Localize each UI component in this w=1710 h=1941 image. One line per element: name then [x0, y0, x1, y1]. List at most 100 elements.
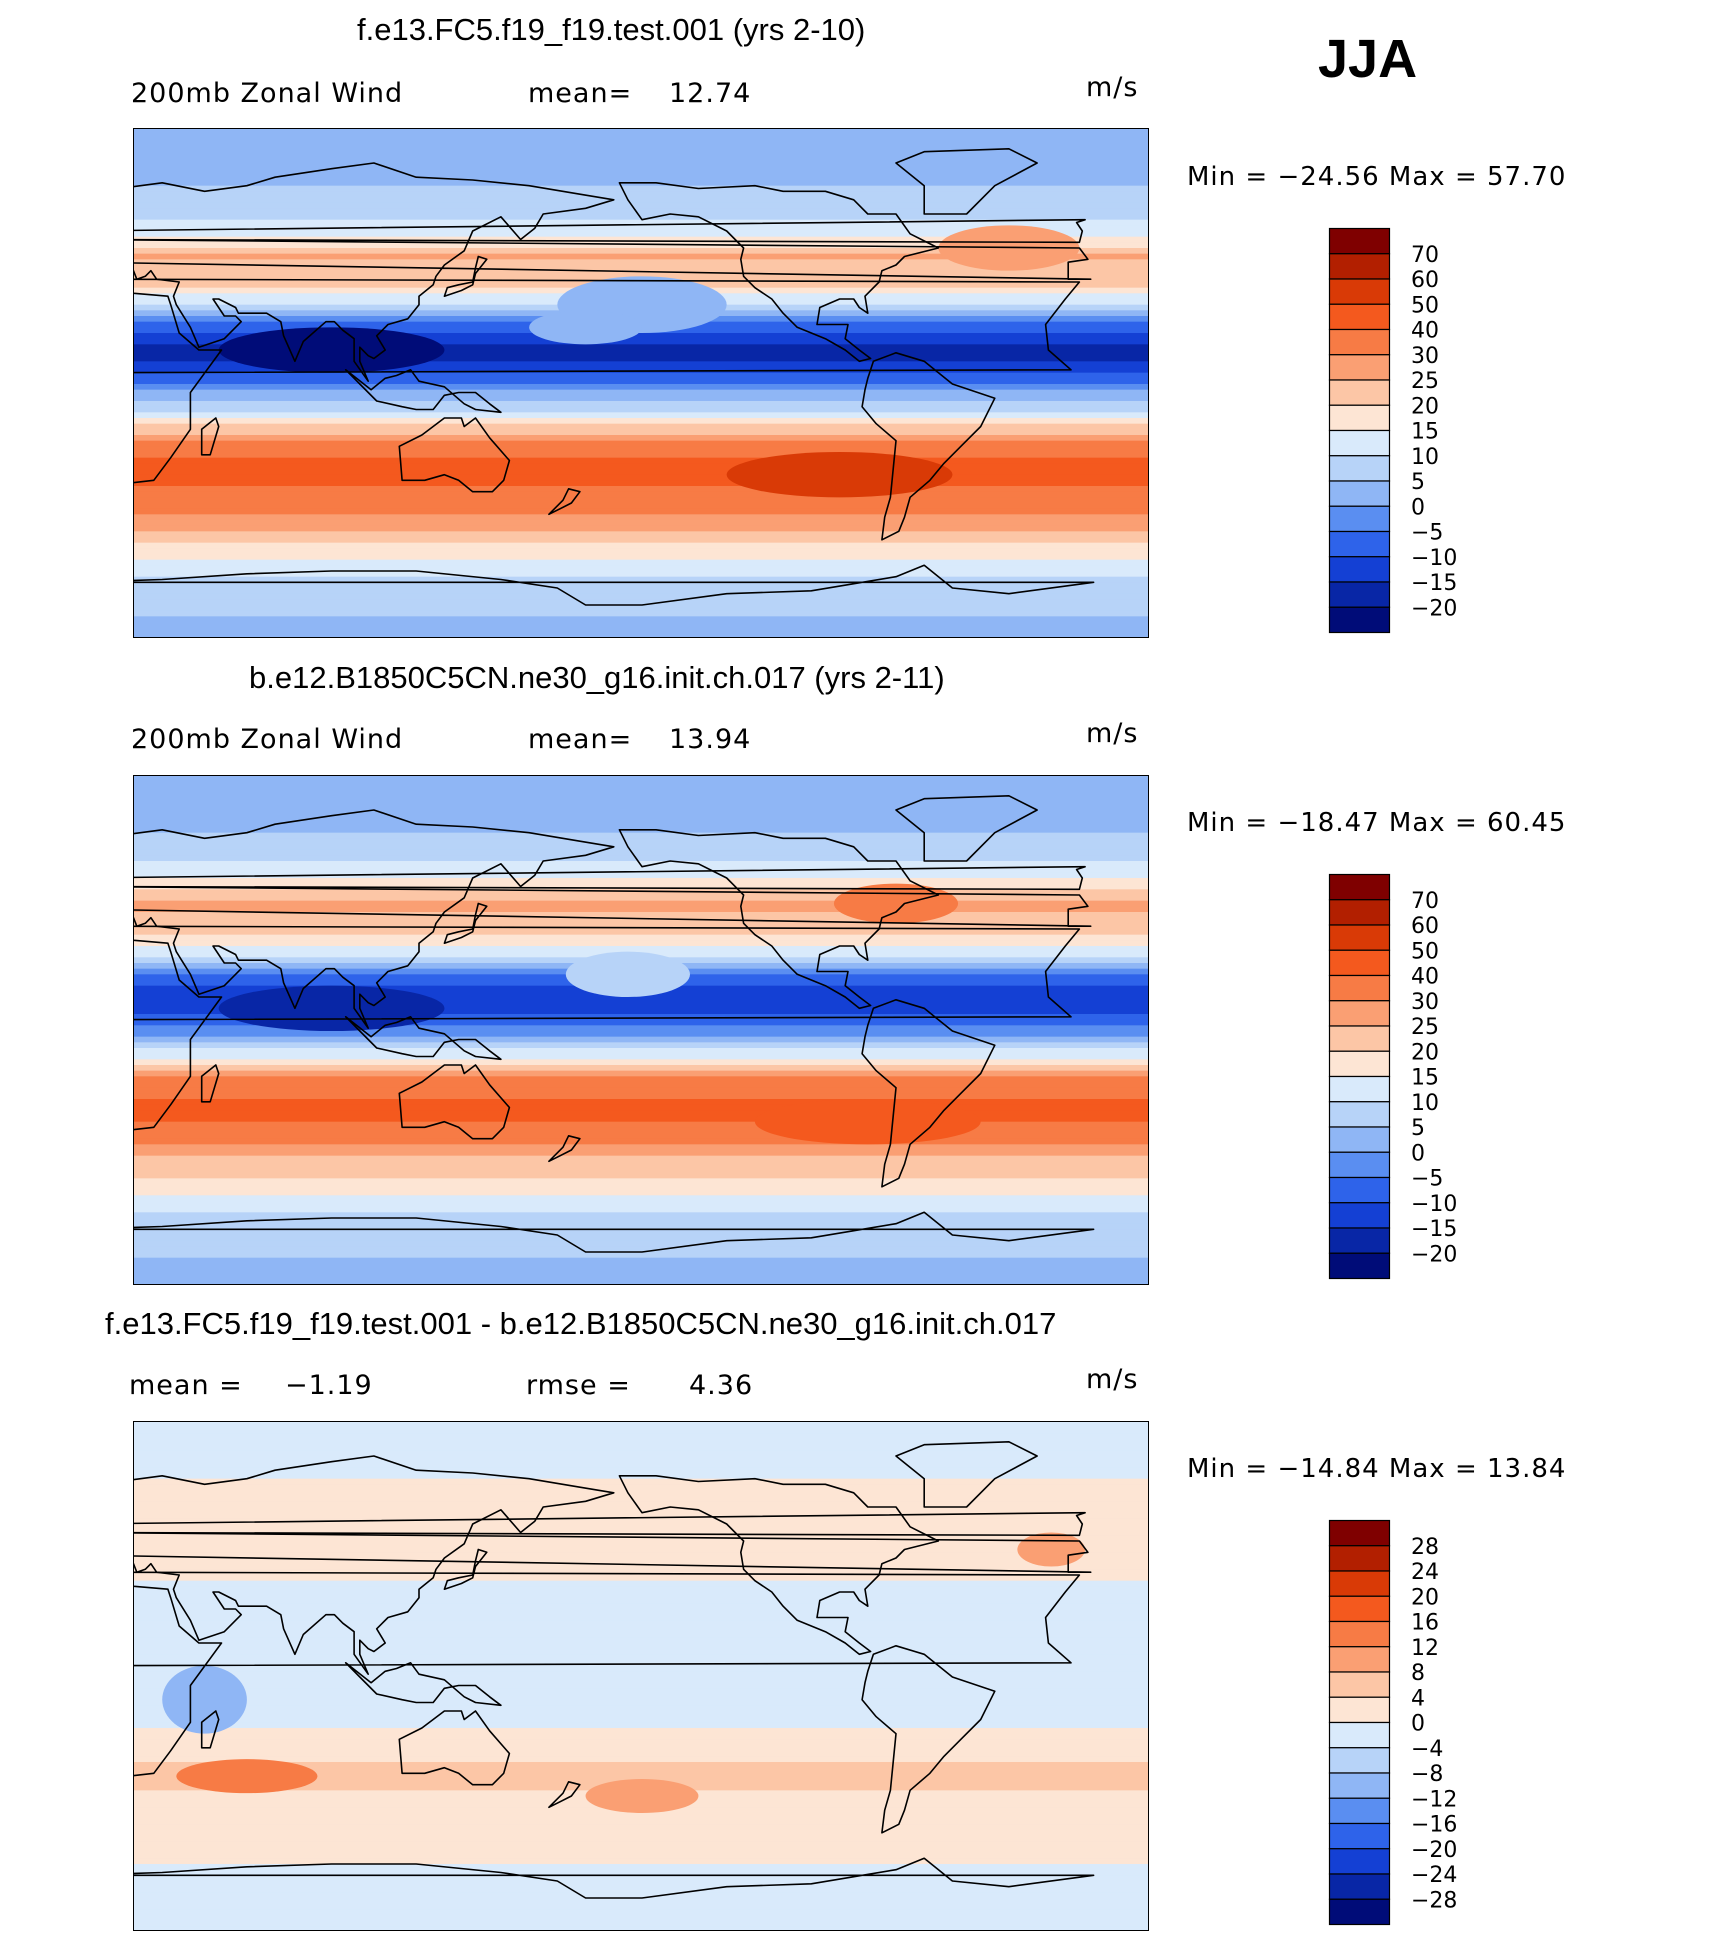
contour-band	[134, 1444, 1148, 1451]
contour-band	[134, 1031, 1148, 1038]
contour-band	[134, 423, 1148, 430]
contour-band	[134, 1512, 1148, 1519]
contour-band	[134, 1847, 1148, 1854]
panel-1-map-svg	[134, 129, 1148, 637]
coastline-nz	[548, 1134, 581, 1163]
contour-band	[134, 531, 1148, 538]
contour-band	[134, 1093, 1148, 1100]
contour-band	[134, 1110, 1148, 1117]
colorbar-label: 5	[1411, 470, 1425, 495]
coastline-africa	[134, 278, 1081, 484]
contour-blob	[565, 951, 690, 997]
contour-band	[134, 1637, 1148, 1644]
contour-band	[134, 610, 1148, 617]
contour-band	[134, 1144, 1148, 1151]
contour-band	[134, 1903, 1148, 1910]
coastline-antarctica	[134, 1857, 1095, 1899]
contour-band	[134, 236, 1148, 243]
colorbar-swatch	[1328, 1202, 1391, 1229]
colorbar-swatch	[1328, 278, 1391, 305]
coastline-uk	[134, 218, 1086, 244]
colorbar-swatch	[1328, 480, 1391, 507]
contour-blob	[162, 1665, 247, 1734]
contour-band	[134, 599, 1148, 606]
colorbar-label: −4	[1411, 1737, 1443, 1762]
contour-band	[134, 1694, 1148, 1701]
contour-band	[134, 174, 1148, 181]
colorbar-swatch	[1328, 1252, 1391, 1280]
contour-band	[134, 627, 1148, 634]
colorbar-swatch	[1328, 253, 1391, 280]
panel-1-colorbar: 70 60 50 40 30 25 20 15 10 5 0 −5 −10 −15 −20	[1328, 227, 1457, 634]
colorbar-swatch	[1328, 581, 1391, 608]
colorbar-label: 50	[1411, 939, 1439, 964]
colorbar-swatch	[1328, 899, 1391, 926]
contour-band	[134, 1150, 1148, 1157]
coastline-uk	[134, 1511, 1086, 1537]
colorbar-swatch	[1328, 1721, 1391, 1749]
colorbar-swatch	[1328, 1519, 1391, 1547]
colorbar-label: 28	[1411, 1535, 1439, 1560]
contour-band	[134, 503, 1148, 510]
contour-band	[134, 1184, 1148, 1191]
contour-band	[134, 1739, 1148, 1746]
colorbar-label: 20	[1411, 394, 1439, 419]
colorbar-label: 15	[1411, 1066, 1439, 1091]
panel-2-variable: 200mb Zonal Wind	[131, 724, 404, 755]
contour-band	[134, 900, 1148, 907]
contour-band	[134, 923, 1148, 930]
contour-band	[134, 1824, 1148, 1831]
contour-band	[134, 1620, 1148, 1627]
contour-band	[134, 1201, 1148, 1208]
contour-band	[134, 344, 1148, 351]
colorbar-label: 30	[1411, 344, 1439, 369]
contour-band	[134, 815, 1148, 822]
colorbar-label: −12	[1411, 1787, 1457, 1812]
contour-band	[134, 520, 1148, 527]
colorbar-swatch	[1328, 1747, 1391, 1774]
coastline-eurasia	[134, 162, 1092, 382]
panel-2-minmax: Min = −18.47 Max = 60.45	[1187, 808, 1567, 838]
contour-band	[134, 157, 1148, 164]
colorbar-swatch	[1328, 924, 1391, 951]
colorbar-label: 5	[1411, 1116, 1425, 1141]
contour-band	[134, 1133, 1148, 1140]
colorbar-swatch	[1328, 379, 1391, 406]
contour-band	[134, 1892, 1148, 1899]
colorbar-label: −5	[1411, 521, 1443, 546]
contour-band	[134, 934, 1148, 941]
contour-band	[134, 1178, 1148, 1185]
colorbar-swatch	[1328, 556, 1391, 583]
contour-band	[134, 1206, 1148, 1213]
colorbar-swatch	[1328, 429, 1391, 457]
contour-band	[134, 525, 1148, 532]
coastline-uk	[134, 865, 1086, 891]
colorbar-swatch	[1328, 530, 1391, 558]
contour-band	[134, 1008, 1148, 1015]
panel-2-mean-label: mean=	[528, 724, 633, 755]
contour-band	[134, 508, 1148, 515]
contour-band	[134, 1546, 1148, 1553]
contour-band	[134, 1699, 1148, 1706]
panel-1-title: f.e13.FC5.f19_f19.test.001 (yrs 2-10)	[357, 12, 866, 47]
contour-band	[134, 787, 1148, 794]
contour-band	[134, 1467, 1148, 1474]
contour-band	[134, 1218, 1148, 1225]
colorbar-swatch	[1328, 1646, 1391, 1673]
contour-band	[134, 1025, 1148, 1032]
colorbar-label: 70	[1411, 243, 1439, 268]
panel-3-map	[133, 1421, 1149, 1931]
coastline-indonesia	[344, 1016, 502, 1061]
contour-band	[134, 1524, 1148, 1531]
colorbar-label: 70	[1411, 889, 1439, 914]
panel-1-minmax: Min = −24.56 Max = 57.70	[1187, 162, 1567, 192]
contour-band	[134, 1099, 1148, 1106]
panel-1-units: m/s	[1086, 72, 1139, 103]
coastline-africa	[134, 1571, 1081, 1777]
contour-band	[134, 469, 1148, 476]
colorbar-label: −20	[1411, 1242, 1457, 1267]
colorbar-swatch	[1328, 1545, 1391, 1572]
contour-blob	[218, 985, 445, 1031]
